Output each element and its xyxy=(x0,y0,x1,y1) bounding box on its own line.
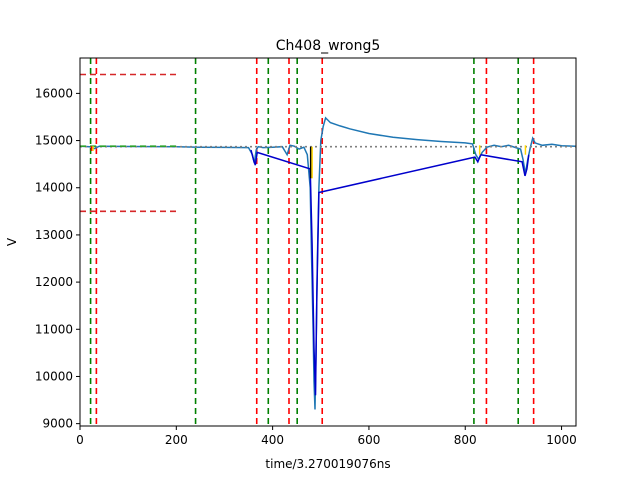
y-tick-label: 13000 xyxy=(35,228,73,242)
y-tick-label: 14000 xyxy=(35,181,73,195)
x-axis-label: time/3.270019076ns xyxy=(265,457,390,471)
x-tick-label: 800 xyxy=(454,433,477,447)
chart-title: Ch408_wrong5 xyxy=(276,38,381,54)
x-axis: 0 200 400 600 800 1000 xyxy=(76,426,577,447)
y-axis: 9000 10000 11000 12000 13000 14000 15000 16000 xyxy=(35,86,80,431)
y-tick-label: 16000 xyxy=(35,86,73,100)
x-tick-label: 200 xyxy=(165,433,188,447)
x-tick-label: 0 xyxy=(76,433,84,447)
axes-frame xyxy=(79,57,577,427)
x-tick-label: 400 xyxy=(261,433,284,447)
y-tick-label: 10000 xyxy=(35,369,73,383)
x-tick-label: 1000 xyxy=(546,433,577,447)
series-line-2 xyxy=(250,149,530,396)
y-tick-label: 15000 xyxy=(35,134,73,148)
x-tick-label: 600 xyxy=(357,433,380,447)
y-tick-label: 11000 xyxy=(35,322,73,336)
y-tick-label: 12000 xyxy=(35,275,73,289)
y-axis-label: V xyxy=(5,237,19,246)
y-tick-label: 9000 xyxy=(42,417,73,431)
plot-area xyxy=(79,58,577,426)
